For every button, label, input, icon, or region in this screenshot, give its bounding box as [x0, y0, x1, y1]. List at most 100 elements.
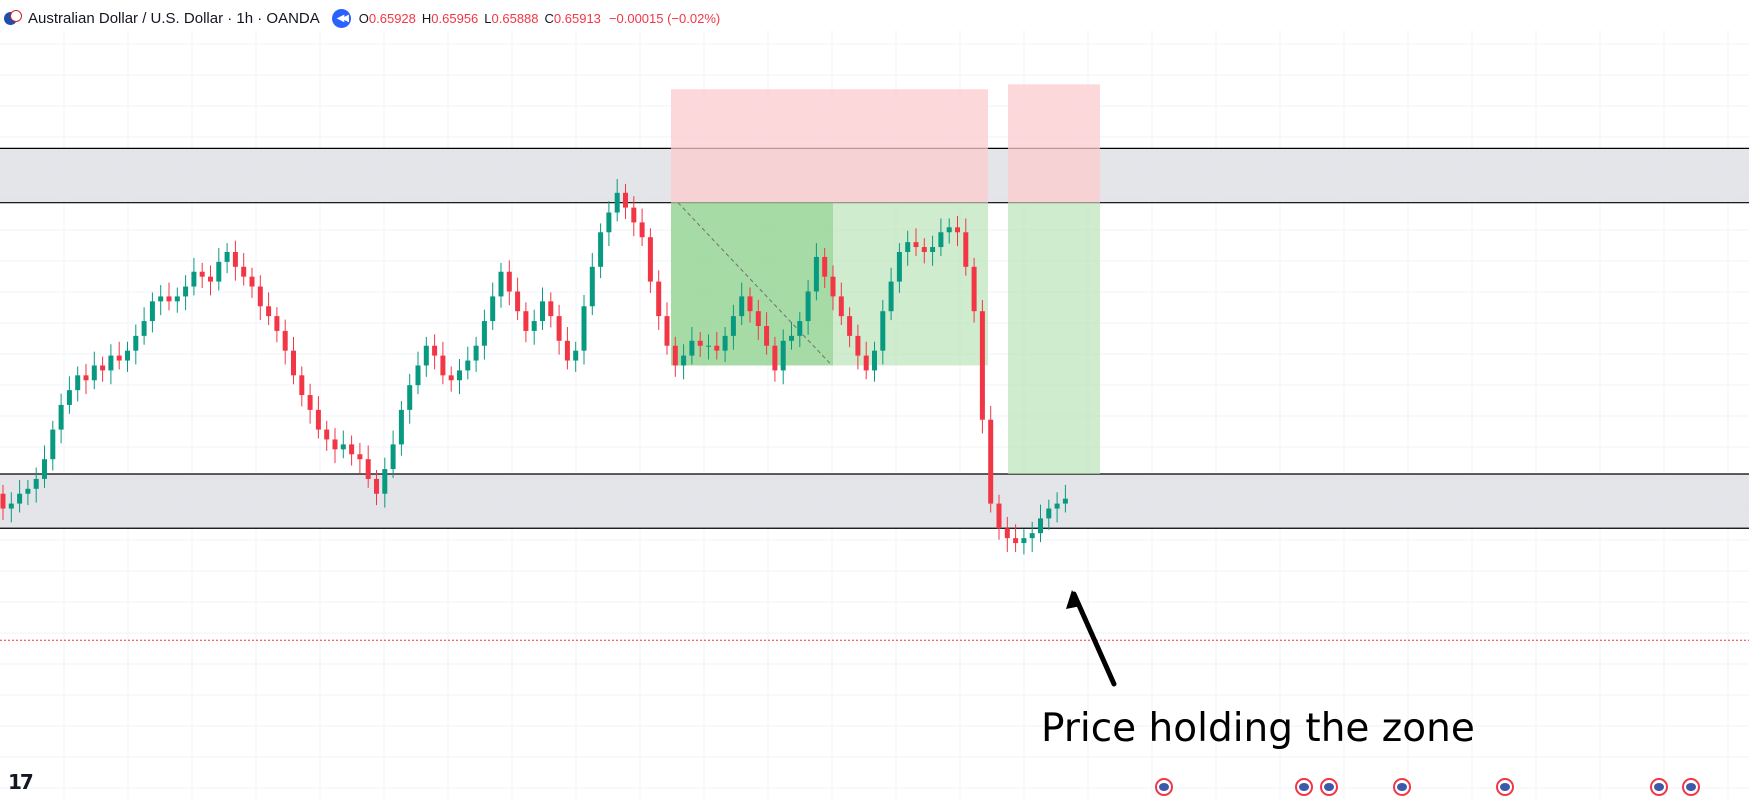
candle-body [996, 503, 1002, 529]
event-marker-us-flag-icon[interactable] [1393, 778, 1411, 796]
candle-body [847, 316, 853, 336]
candle-body [457, 370, 462, 381]
candle-body [465, 360, 471, 371]
aud-usd-flag-icon [4, 10, 24, 26]
candle-body [274, 316, 280, 331]
candle-body [822, 256, 828, 277]
candle-body [83, 375, 89, 381]
candle-body [656, 281, 662, 317]
candle-body [805, 291, 811, 322]
event-marker-au-flag-icon[interactable] [1155, 778, 1173, 796]
candle-body [498, 271, 504, 297]
candle-body [357, 454, 363, 460]
candle-body [606, 212, 612, 233]
candle-body [1038, 518, 1043, 534]
position-stop-area [1008, 84, 1100, 203]
ohlc-close: C0.65913 [544, 10, 601, 26]
candle-body [299, 375, 305, 396]
candle-body [913, 242, 919, 248]
candle-body [531, 321, 537, 331]
candle-body [714, 345, 720, 351]
candle-body [955, 227, 960, 233]
candle-body [448, 375, 454, 381]
candle-body [241, 266, 247, 277]
candle-body [589, 266, 595, 307]
candle-body [125, 350, 130, 361]
rewind-icon[interactable]: ◀◀ [331, 8, 351, 28]
candle-body [481, 321, 487, 346]
candle-body [58, 404, 64, 430]
candle-body [697, 340, 703, 346]
candle-body [440, 355, 446, 376]
ohlc-low: L0.65888 [484, 10, 539, 26]
candle-body [158, 296, 164, 302]
annotation-text: Price holding the zone [1041, 706, 1475, 751]
position-stop-area [671, 89, 988, 203]
candle-body [415, 365, 421, 386]
candle-body [523, 311, 529, 331]
candle-body [208, 276, 213, 282]
candle-body [291, 350, 296, 376]
candle-body [896, 252, 902, 282]
chart-header: Australian Dollar / U.S. Dollar · 1h · O… [4, 6, 720, 30]
event-marker-us-flag-icon[interactable] [1320, 778, 1338, 796]
candle-body [863, 355, 869, 371]
event-marker-us-flag-icon[interactable] [1682, 778, 1700, 796]
candle-body [797, 321, 803, 336]
candle-body [1046, 508, 1052, 519]
position-trade-line [677, 202, 833, 366]
candle-body [739, 296, 745, 317]
candle-body [398, 409, 404, 445]
candle-body [232, 252, 238, 267]
candle-body [0, 493, 6, 509]
candle-body [664, 316, 670, 346]
candle-body [149, 301, 155, 322]
candle-body [614, 192, 620, 213]
candle-body [75, 375, 81, 391]
candle-body [116, 355, 122, 361]
candle-body [17, 493, 23, 504]
symbol-title[interactable]: Australian Dollar / U.S. Dollar · 1h · O… [28, 9, 320, 27]
candle-body [199, 271, 205, 277]
candle-body [91, 365, 97, 381]
candle-body [755, 311, 761, 326]
candle-body [647, 237, 653, 282]
event-marker-au-flag-icon[interactable] [1650, 778, 1668, 796]
event-marker-us-flag-icon[interactable] [1496, 778, 1514, 796]
candle-body [183, 286, 189, 297]
candle-body [423, 345, 429, 366]
candle-body [730, 316, 736, 336]
overlays [1066, 590, 1117, 687]
candle-body [747, 296, 753, 312]
annotation-arrow [1071, 591, 1117, 687]
candle-body [432, 345, 438, 356]
candle-body [382, 469, 388, 494]
position-tools[interactable] [671, 84, 1100, 474]
candle-body [324, 429, 330, 440]
candle-body [66, 390, 72, 405]
position-filled-area [671, 202, 833, 366]
candle-body [266, 306, 272, 317]
candle-body [564, 340, 570, 361]
candle-body [374, 478, 379, 494]
tradingview-logo[interactable]: 17 [8, 770, 34, 794]
candle-body [141, 321, 147, 336]
candle-body [963, 232, 969, 267]
candle-body [1062, 498, 1068, 504]
candle-body [407, 385, 413, 410]
candle-body [813, 256, 819, 292]
candle-body [216, 261, 222, 282]
candle-body [42, 459, 47, 479]
candle-body [772, 345, 778, 371]
ohlc-high: H0.65956 [421, 10, 479, 26]
candle-body [988, 419, 994, 504]
candle-body [672, 345, 678, 366]
candle-body [100, 365, 106, 371]
candle-body [540, 301, 545, 322]
candle-body [581, 306, 587, 351]
candle-body [349, 444, 355, 455]
event-marker-us-flag-icon[interactable] [1295, 778, 1313, 796]
candle-body [706, 345, 711, 347]
